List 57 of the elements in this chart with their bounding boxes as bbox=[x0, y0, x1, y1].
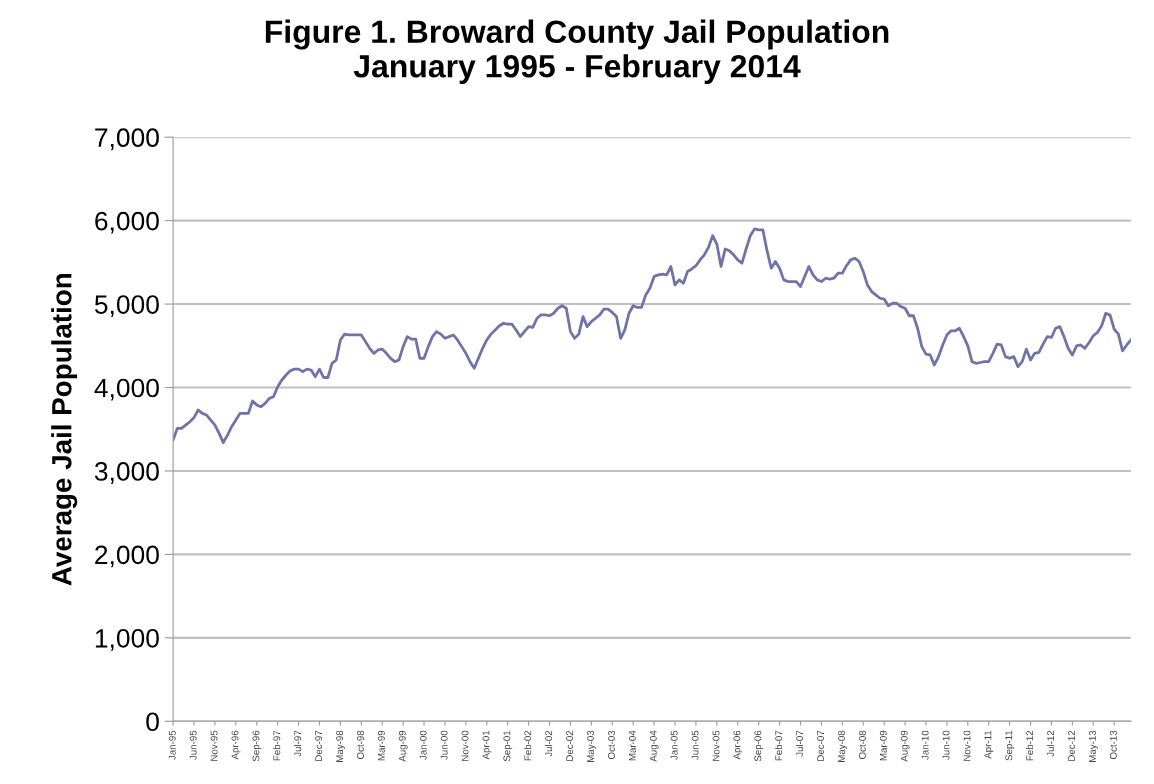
x-tick-label: Feb-12 bbox=[1026, 730, 1034, 761]
x-tick-label: Mar-04 bbox=[628, 730, 636, 761]
x-tick-label: May-98 bbox=[336, 730, 345, 762]
y-tick-label: 7,000 bbox=[95, 128, 159, 151]
x-tick-label: Mar-99 bbox=[377, 730, 385, 761]
x-tick-label: Feb-02 bbox=[524, 730, 532, 761]
x-tick-label: Mar-09 bbox=[879, 730, 887, 761]
chart-title: Figure 1. Broward County Jail Population January 1995 - February 2014 bbox=[265, 19, 889, 84]
x-tick-label: Sep-96 bbox=[252, 730, 262, 762]
x-tick-label: Jul-02 bbox=[545, 730, 553, 757]
x-tick-label: Jun-10 bbox=[942, 730, 950, 760]
x-tick-label: Jan-95 bbox=[168, 730, 176, 760]
x-tick-label: Nov-95 bbox=[210, 730, 218, 761]
x-tick-label: Nov-05 bbox=[712, 730, 720, 761]
line-series bbox=[173, 227, 1131, 444]
x-tick-label: Jun-05 bbox=[691, 730, 699, 760]
y-tick-label: 4,000 bbox=[94, 378, 159, 401]
x-tick-label: May-13 bbox=[1089, 730, 1098, 762]
y-tick-label: 1,000 bbox=[95, 628, 159, 651]
y-tick-label: 5,000 bbox=[94, 295, 159, 318]
x-tick-label: Apr-01 bbox=[482, 730, 492, 760]
x-tick-label: Oct-08 bbox=[858, 730, 866, 760]
x-tick-label: Jan-00 bbox=[419, 730, 427, 760]
x-tick-label: Apr-06 bbox=[733, 730, 743, 760]
x-tick-label: Aug-09 bbox=[900, 730, 910, 762]
x-tick-label: Apr-96 bbox=[231, 730, 241, 760]
x-tick-label: Jan-05 bbox=[670, 730, 678, 760]
y-axis-title: Average Jail Population bbox=[51, 274, 78, 586]
x-tick-label: Jul-97 bbox=[294, 730, 302, 757]
x-tick-label: Sep-11 bbox=[1005, 730, 1015, 761]
x-tick-label: Sep-06 bbox=[754, 730, 764, 762]
x-tick-label: Oct-98 bbox=[357, 730, 364, 760]
x-tick-label: Dec-97 bbox=[315, 730, 323, 761]
x-tick-label: Jan-10 bbox=[921, 730, 929, 760]
x-tick-label: Jul-12 bbox=[1046, 730, 1055, 757]
y-tick-label: 2,000 bbox=[95, 545, 159, 568]
x-tick-label: Dec-02 bbox=[566, 730, 574, 761]
x-tick-label: Apr-11 bbox=[984, 730, 994, 759]
x-tick-label: Nov-10 bbox=[963, 730, 971, 761]
x-tick-label: May-08 bbox=[838, 730, 847, 762]
x-tick-label: Aug-99 bbox=[398, 730, 408, 762]
y-tick-label: 0 bbox=[146, 712, 159, 732]
x-tick-label: Dec-12 bbox=[1068, 730, 1075, 761]
x-tick-label: Oct-03 bbox=[608, 730, 615, 760]
x-tick-label: Jul-07 bbox=[795, 730, 804, 757]
x-tick-label: Oct-13 bbox=[1109, 730, 1117, 760]
x-tick-label: Nov-00 bbox=[461, 730, 469, 761]
x-tick-label: Jun-95 bbox=[189, 730, 197, 760]
x-tick-label: Sep-01 bbox=[503, 730, 513, 762]
x-tick-label: Aug-04 bbox=[649, 730, 659, 762]
x-tick-label: Feb-97 bbox=[273, 730, 281, 761]
x-tick-label: May-03 bbox=[587, 730, 596, 762]
y-tick-label: 3,000 bbox=[94, 462, 159, 484]
x-tick-label: Feb-07 bbox=[775, 730, 783, 761]
y-tick-label: 6,000 bbox=[95, 211, 159, 234]
x-tick-label: Jun-00 bbox=[440, 730, 448, 760]
x-tick-label: Dec-07 bbox=[817, 730, 825, 761]
